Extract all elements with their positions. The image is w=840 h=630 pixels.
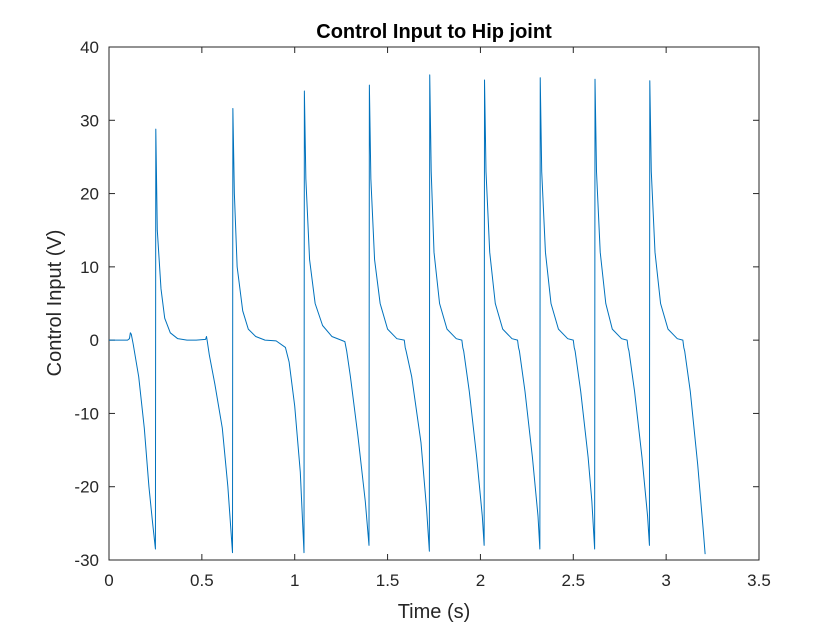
- x-tick-label: 0.5: [190, 571, 214, 590]
- y-tick-label: 40: [80, 38, 99, 57]
- plot-area: [108, 46, 760, 561]
- x-tick-label: 3.5: [747, 571, 771, 590]
- chart-title: Control Input to Hip joint: [316, 21, 552, 43]
- x-tick-label: 2: [476, 571, 485, 590]
- y-tick-label: 20: [80, 185, 99, 204]
- y-tick-label: 30: [80, 111, 99, 130]
- data-layer: [109, 74, 706, 555]
- x-tick-label: 2.5: [561, 571, 585, 590]
- x-tick-label: 0: [104, 571, 113, 590]
- y-tick-label: -20: [74, 478, 99, 497]
- ticks-layer: 0 0.5 1 1.5 2 2.5 3 3.5 -30 -20 -10 0 10 20 30 40: [74, 38, 770, 590]
- x-tick-label: 1.5: [376, 571, 400, 590]
- y-axis-label: Control Input (V): [44, 230, 66, 377]
- x-tick-label: 1: [290, 571, 299, 590]
- y-tick-label: 10: [80, 258, 99, 277]
- x-axis-label: Time (s): [398, 601, 471, 623]
- x-tick-label: 3: [661, 571, 670, 590]
- y-tick-label: -30: [74, 551, 99, 570]
- y-tick-label: 0: [90, 331, 99, 350]
- series-line-0: [109, 74, 706, 555]
- y-tick-label: -10: [74, 404, 99, 423]
